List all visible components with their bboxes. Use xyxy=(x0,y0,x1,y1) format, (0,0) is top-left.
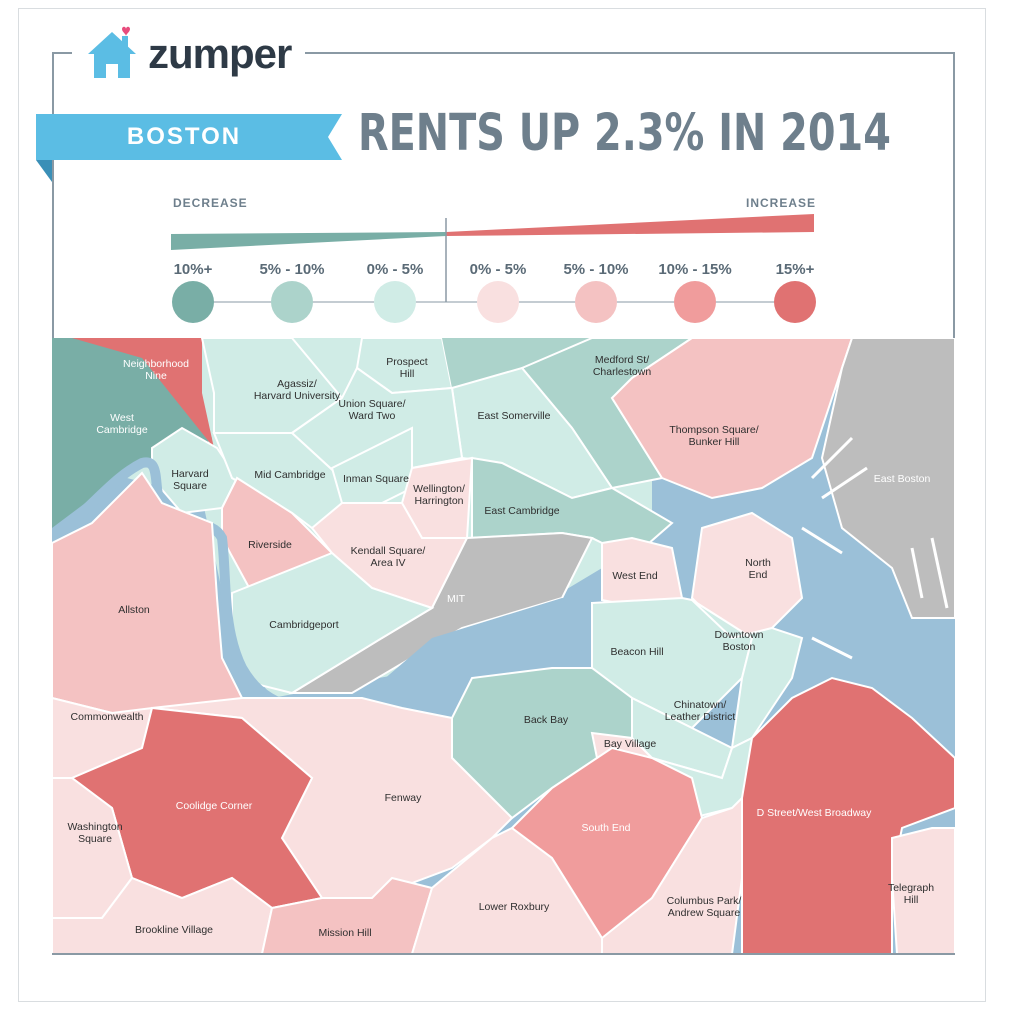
neighborhood-label: Allston xyxy=(118,604,150,616)
neighborhood-label: Cambridgeport xyxy=(269,619,339,631)
neighborhood-label: Neighborhood Nine xyxy=(123,358,189,382)
neighborhood-label: Beacon Hill xyxy=(610,646,664,658)
legend-category-label: 10% - 15% xyxy=(658,261,732,278)
neighborhood-label: South End xyxy=(581,822,631,834)
legend-swatch-5 xyxy=(674,281,716,323)
neighborhood-label: Lower Roxbury xyxy=(478,901,550,913)
region-d-street xyxy=(741,676,955,954)
legend-swatch-1 xyxy=(271,281,313,323)
decrease-wedge xyxy=(171,232,446,250)
neighborhood-label: West Cambridge xyxy=(96,412,148,436)
neighborhood-label: Mission Hill xyxy=(318,927,372,939)
legend-swatch-4 xyxy=(575,281,617,323)
house-icon xyxy=(88,26,136,78)
city-name: BOSTON xyxy=(126,123,242,150)
legend-swatch-6 xyxy=(774,281,816,323)
legend-category-label: 5% - 10% xyxy=(259,261,325,278)
legend-category-label: 0% - 5% xyxy=(366,261,424,278)
legend-increase-label: INCREASE xyxy=(746,196,817,210)
neighborhood-label: Medford St/Charlestown xyxy=(592,354,652,378)
city-ribbon xyxy=(36,114,342,182)
neighborhood-label: Harvard Square xyxy=(171,468,209,492)
legend-decrease-label: DECREASE xyxy=(173,196,248,210)
region-thompson-square xyxy=(610,338,854,500)
neighborhood-label: Telegraph Hill xyxy=(887,882,935,906)
zumper-logo[interactable]: zumper xyxy=(72,26,306,82)
neighborhood-label: Back Bay xyxy=(523,714,569,726)
neighborhood-label: Agassiz/Harvard University xyxy=(253,378,341,402)
river-basin xyxy=(362,598,602,718)
legend-swatch-3 xyxy=(477,281,519,323)
neighborhood-label: Mid Cambridge xyxy=(254,469,326,481)
region-neighborhood-nine xyxy=(72,338,214,448)
neighborhood-map: Neighborhood Nine West Cambridge Agassiz/Har… xyxy=(52,338,955,954)
neighborhood-label: Bay Village xyxy=(603,738,657,750)
legend-category-label: 5% - 10% xyxy=(563,261,629,278)
neighborhood-label: North End xyxy=(745,557,771,581)
map-bottom-border xyxy=(52,953,955,955)
legend-category-label: 0% - 5% xyxy=(469,261,527,278)
neighborhood-label: East Cambridge xyxy=(484,505,560,517)
page-title: RENTS UP 2.3% IN 2014 xyxy=(358,104,891,163)
neighborhood-label: Thompson Square/Bunker Hill xyxy=(669,424,759,448)
brand-name: zumper xyxy=(148,30,292,77)
neighborhood-label: Prospect Hill xyxy=(386,356,428,380)
legend-category-label: 15%+ xyxy=(775,261,815,278)
legend-swatch-2 xyxy=(374,281,416,323)
neighborhood-label: Fenway xyxy=(384,792,422,804)
neighborhood-label: West End xyxy=(612,570,658,582)
neighborhood-label: Chinatown/Leather District xyxy=(664,699,736,723)
map-svg xyxy=(52,338,955,954)
legend-scale xyxy=(171,214,816,323)
neighborhood-label: Washington Square xyxy=(67,821,123,845)
neighborhood-label: Downtown Boston xyxy=(714,629,764,653)
neighborhood-label: Commonwealth xyxy=(70,711,144,723)
neighborhood-label: Brookline Village xyxy=(134,924,214,936)
heart-icon xyxy=(122,26,130,36)
neighborhood-label: Union Square/Ward Two xyxy=(338,398,406,422)
neighborhood-label: Coolidge Corner xyxy=(175,800,253,812)
neighborhood-label: Inman Square xyxy=(343,473,409,485)
neighborhood-label: MIT xyxy=(446,593,466,605)
increase-wedge xyxy=(446,214,814,236)
neighborhood-label: Riverside xyxy=(248,539,292,551)
neighborhood-label: Columbus Park/Andrew Square xyxy=(666,895,742,919)
legend-swatch-0 xyxy=(172,281,214,323)
neighborhood-label: East Boston xyxy=(873,473,931,485)
neighborhood-label: Wellington/Harrington xyxy=(413,483,465,507)
region-downtown xyxy=(691,599,804,750)
region-telegraph-hill xyxy=(891,827,955,954)
neighborhood-label: East Somerville xyxy=(477,410,551,422)
region-east-boston xyxy=(820,338,955,619)
pier-lines xyxy=(801,436,949,660)
neighborhood-label: D Street/West Broadway xyxy=(756,807,872,819)
region-inman-square xyxy=(330,426,413,504)
legend-category-label: 10%+ xyxy=(173,261,213,278)
neighborhood-label: Kendall Square/Area IV xyxy=(350,545,426,569)
